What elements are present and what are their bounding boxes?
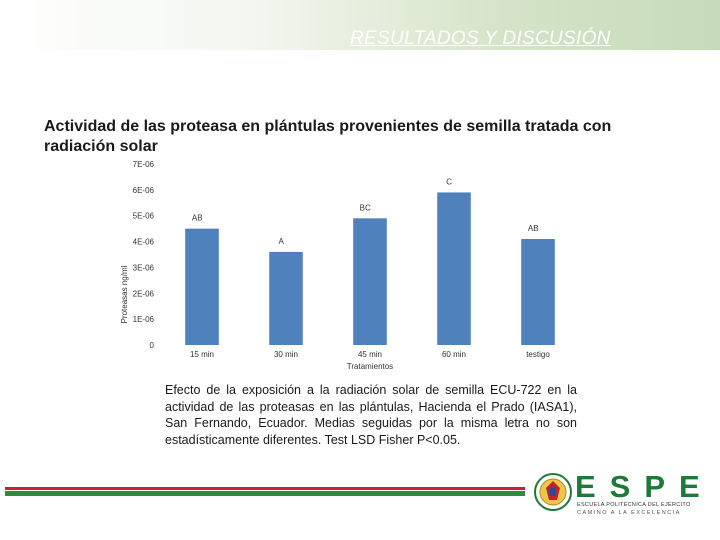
- y-tick-label: 4E-06: [133, 238, 155, 247]
- bar-letter-label: AB: [528, 224, 539, 233]
- bar-60-min: [437, 192, 471, 345]
- institution-motto: CAMINO A LA EXCELENCIA: [577, 510, 681, 516]
- x-axis-label: Tratamientos: [347, 362, 393, 371]
- institution-name: ESCUELA POLITÉCNICA DEL EJÉRCITO: [577, 502, 691, 508]
- y-tick-label: 6E-06: [133, 186, 155, 195]
- bar-letter-label: BC: [360, 203, 371, 212]
- y-tick-label: 3E-06: [133, 263, 155, 272]
- bar-letter-label: AB: [192, 214, 203, 223]
- x-tick-label: 30 min: [274, 350, 298, 359]
- x-tick-label: 60 min: [442, 350, 466, 359]
- bar-15-min: [185, 228, 219, 345]
- y-tick-label: 7E-06: [133, 160, 155, 169]
- x-tick-label: 15 min: [190, 350, 214, 359]
- page-header-title: RESULTADOS Y DISCUSIÓN: [350, 28, 611, 49]
- bar-45-min: [353, 218, 387, 345]
- bar-letter-label: A: [279, 237, 285, 246]
- bar-letter-label: C: [446, 177, 452, 186]
- x-tick-label: 45 min: [358, 350, 382, 359]
- figure-caption: Efecto de la exposición a la radiación s…: [165, 383, 577, 447]
- y-tick-label: 2E-06: [133, 289, 155, 298]
- university-seal-icon: [534, 473, 572, 511]
- header-band: [0, 0, 720, 50]
- chart-title: Actividad de las proteasa en plántulas p…: [44, 118, 612, 155]
- footer-green-stripe: [5, 491, 525, 496]
- espe-logo: ESPE ESCUELA POLITÉCNICA DEL EJÉRCITO CA…: [533, 469, 720, 520]
- bar-30-min: [269, 251, 303, 345]
- espe-wordmark: ESPE: [575, 469, 714, 504]
- bar-testigo: [521, 238, 555, 345]
- y-tick-label: 1E-06: [133, 315, 155, 324]
- y-axis-label: Proteasas ng/ml: [120, 265, 129, 323]
- x-tick-label: testigo: [526, 350, 550, 359]
- footer-red-stripe: [5, 487, 525, 490]
- y-tick-label: 5E-06: [133, 212, 155, 221]
- y-tick-label: 0: [150, 341, 155, 350]
